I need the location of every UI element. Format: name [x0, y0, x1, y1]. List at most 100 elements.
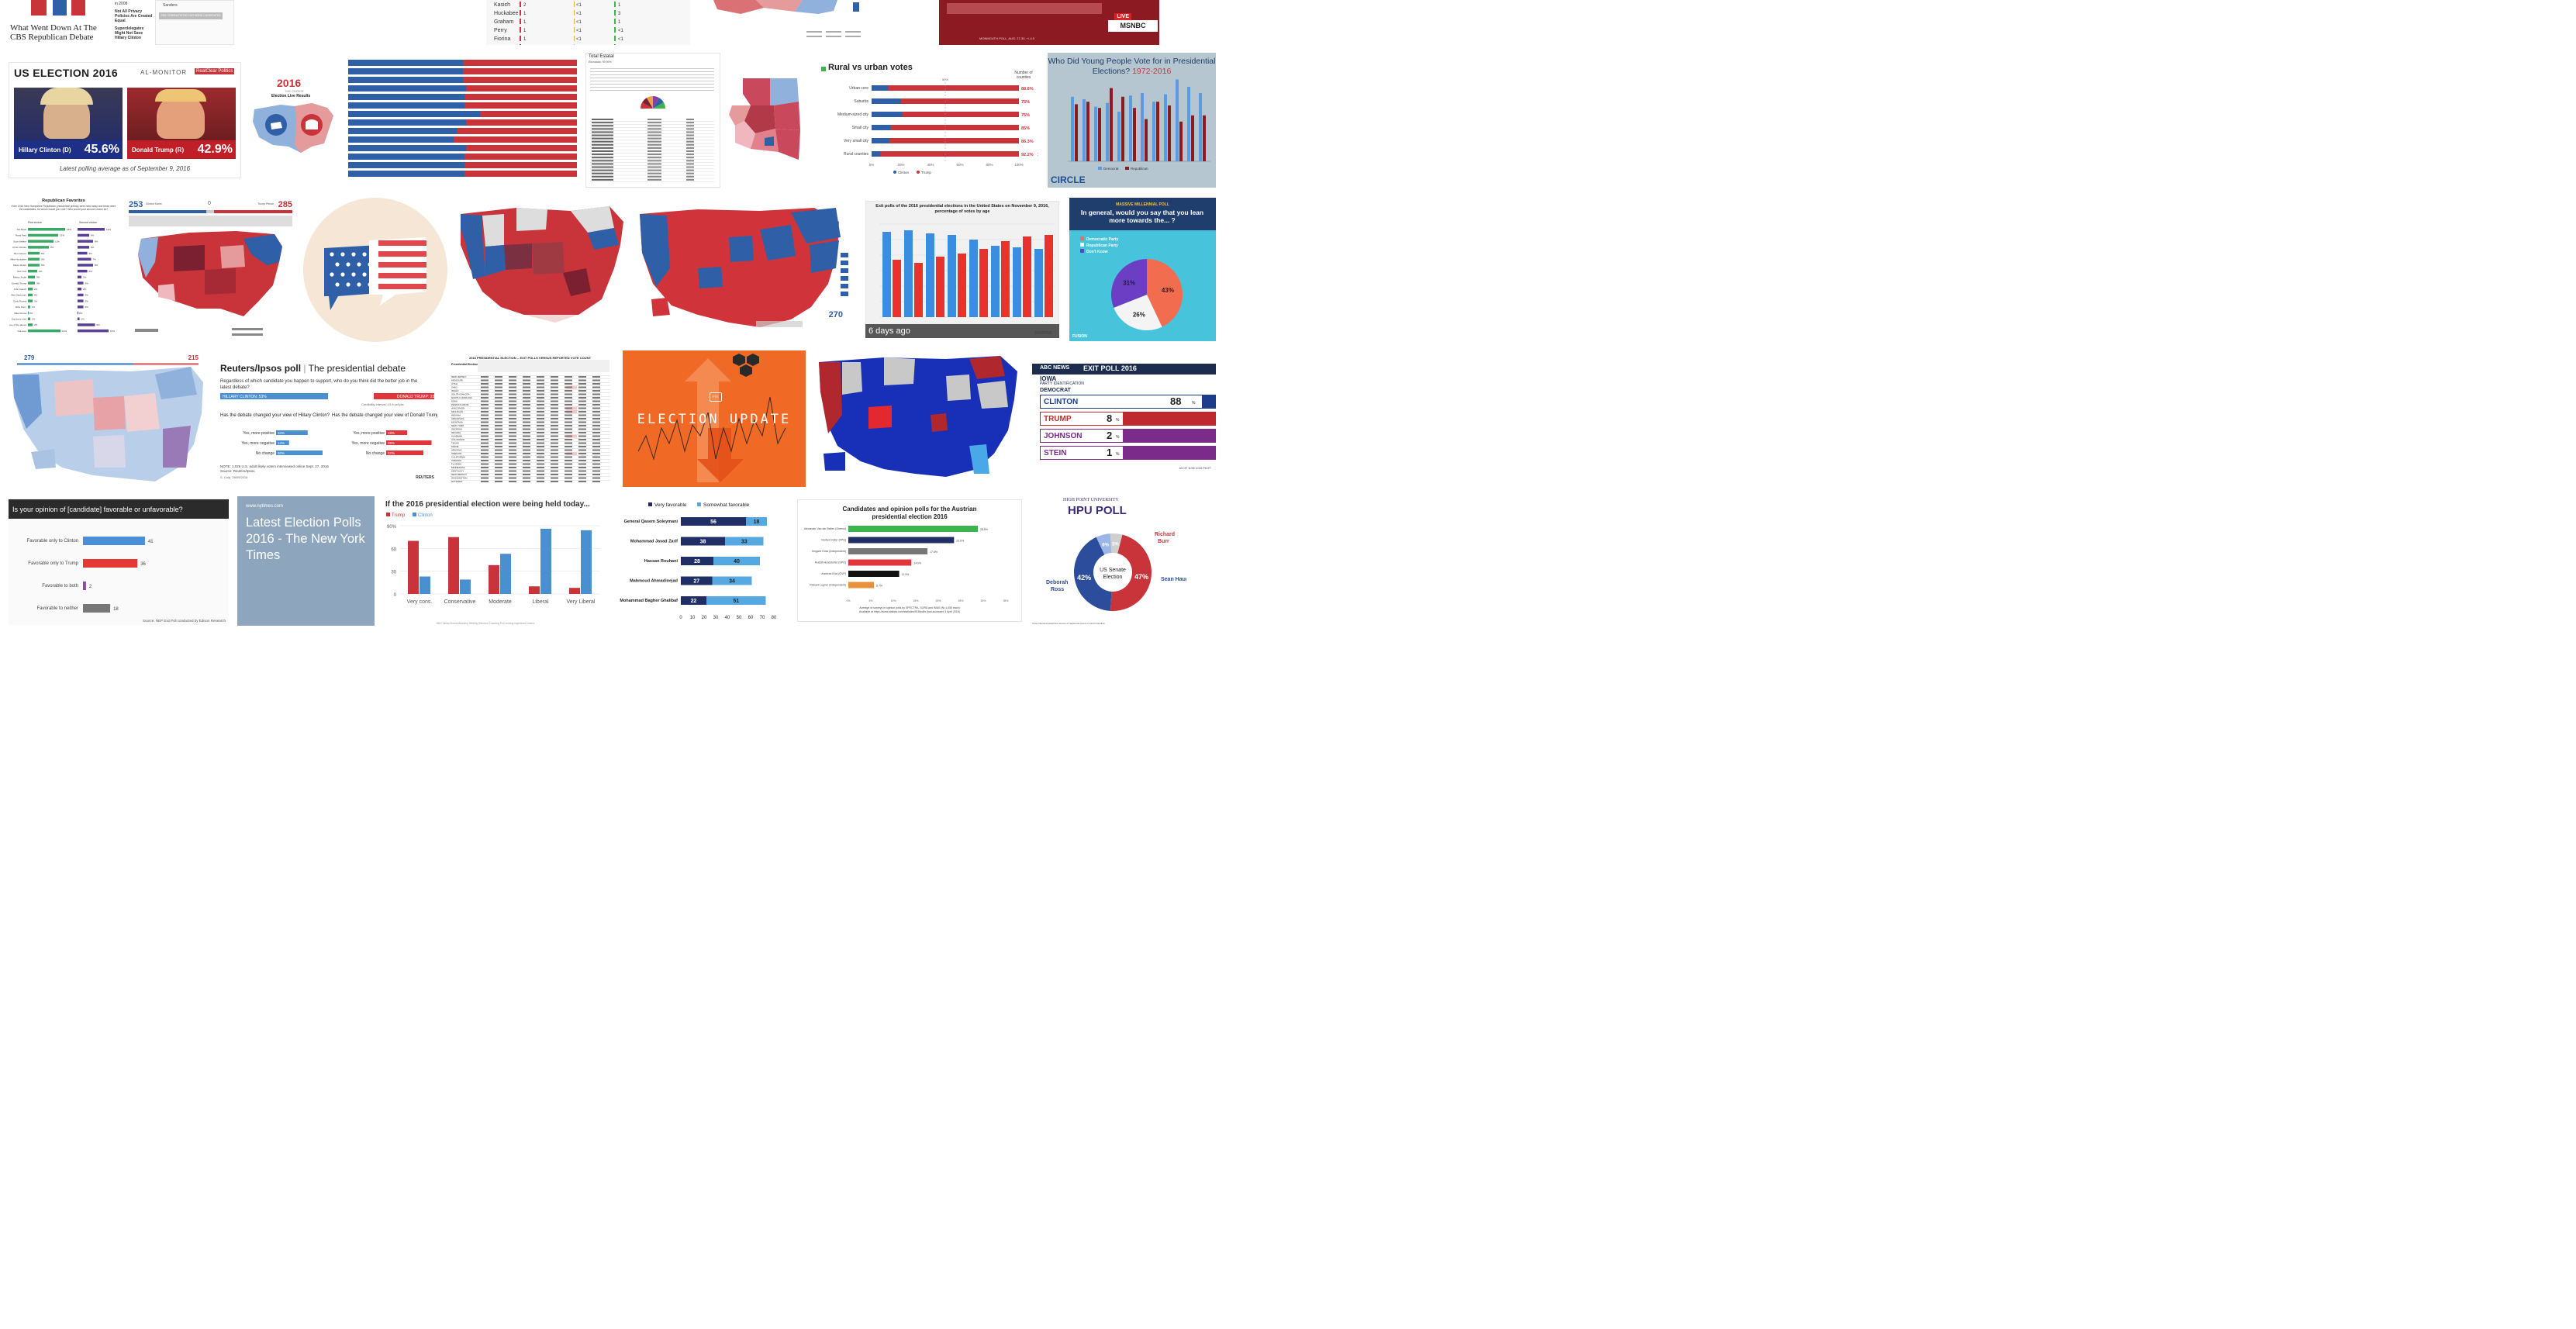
- cell-value: [509, 474, 516, 475]
- hemicycle-seat: [653, 96, 659, 109]
- cell-value: [509, 421, 516, 423]
- abc-row-name-box: CLINTON: [1040, 395, 1203, 409]
- hpu-title: HPU POLL: [1068, 504, 1127, 517]
- cell-value: [537, 432, 544, 433]
- cell-value: [481, 442, 489, 444]
- result-tile-arizona-map[interactable]: [727, 74, 803, 164]
- bar-rep: [463, 77, 577, 83]
- table-row: [590, 130, 714, 131]
- second-value: 16%: [110, 330, 115, 333]
- result-tile-favorable-opinion[interactable]: Is your opinion of [candidate] favorable…: [9, 499, 229, 625]
- cell-value: [592, 393, 600, 395]
- bar-rep: [464, 154, 577, 160]
- result-tile-election-live[interactable]: 2016 THE CHOICE Election Live Results: [250, 74, 339, 159]
- candidate-name: Donald Trump: [12, 281, 26, 285]
- result-tile-hpu-poll[interactable]: HIGH POINT UNIVERSITY HPU POLL 47% 42% 6% 5…: [1031, 497, 1186, 627]
- result-tile-map-fragment[interactable]: [710, 0, 868, 45]
- bar-value: 14.0%: [913, 562, 921, 565]
- cell-value: [592, 383, 600, 385]
- somewhat-bar: [746, 517, 767, 526]
- result-tile-iran-favorability[interactable]: Very favorable Somewhat favorable General …: [613, 499, 776, 624]
- first-value: 16%: [67, 228, 71, 231]
- row-label: Small city: [852, 126, 869, 130]
- result-tile-ideology-chart[interactable]: If the 2016 presidential election were b…: [385, 496, 601, 627]
- first-value: 1%: [32, 305, 36, 309]
- dem-bar: [1141, 93, 1144, 161]
- result-tile-rural-urban[interactable]: Rural vs urban votes Number of counties …: [817, 60, 1038, 181]
- result-tile-text-list[interactable]: in 2008 Not All Privacy Policies Are Cre…: [113, 0, 155, 45]
- cell-value: [578, 393, 586, 395]
- result-tile-reuters-ipsos[interactable]: Reuters/Ipsos poll | The presidential de…: [219, 357, 437, 482]
- cell-value: [592, 397, 600, 399]
- trump-hair: [155, 89, 206, 102]
- result-tile-electoral-map-253[interactable]: 253 Clinton Kaine 0 Trump Pence 285: [127, 200, 294, 340]
- result-tile-electoral-map-270[interactable]: 270: [636, 206, 857, 330]
- result-tile-exit-poll-table[interactable]: 2016 PRESIDENTIAL ELECTION -- EXIT POLLS…: [450, 356, 610, 484]
- vote-count: [647, 160, 661, 162]
- cell-value: [495, 383, 502, 385]
- dem-bar: [1176, 79, 1179, 161]
- primary-table-chart: Kasich 2 <1 1 Huckabee 1 <1 3 Graham 1 <1 1 Perry 1 <1…: [494, 2, 624, 45]
- trump-bar: [1023, 236, 1031, 317]
- table-row: [590, 90, 714, 91]
- abc-row: TRUMP 8%: [1040, 412, 1216, 426]
- state-name: MAINE: [451, 445, 459, 448]
- result-tile-sanders-table[interactable]: Sanders SEE CONSULTATIVE FOR MORE CANDID…: [155, 0, 234, 45]
- cell-value: [551, 425, 558, 426]
- first-bar: [28, 288, 33, 291]
- result-tile-total-estatal[interactable]: Total Estatal Escrutado: 99,99%: [585, 53, 720, 188]
- young-voters-title: Who Did Young People Vote for in Preside…: [1048, 57, 1216, 77]
- cell-value: [509, 393, 516, 395]
- cell-value: [565, 407, 572, 409]
- result-tile-nytimes[interactable]: www.nytimes.com Latest Election Polls 20…: [237, 496, 375, 626]
- result-tile-abc-exit-poll[interactable]: ABC NEWS EXIT POLL 2016 IOWA PARTY IDENT…: [1032, 364, 1216, 472]
- legend-swatch: [413, 513, 416, 516]
- table-row: [590, 87, 714, 88]
- result-tile-exit-polls-age[interactable]: Exit polls of the 2016 presidential elec…: [865, 201, 1059, 338]
- result-tile-cbs-debate[interactable]: What Went Down At The CBS Republican Deb…: [8, 0, 101, 45]
- seat-count: [686, 150, 694, 152]
- candidate-name: Mike Pence: [14, 312, 26, 315]
- tick-label: 70: [760, 616, 765, 620]
- result-tile-election-update[interactable]: FTE ELECTION UPDATE: [623, 350, 806, 487]
- trump-bar: [936, 257, 944, 317]
- cell-value: [495, 442, 502, 444]
- cell-value: [578, 463, 586, 465]
- first-value: 2%: [34, 288, 38, 291]
- cell-value: [495, 379, 502, 381]
- brand-sub: THE CHOICE: [285, 89, 304, 93]
- cell-value: [537, 449, 544, 451]
- result-tile-us-map-shaded[interactable]: [454, 198, 628, 340]
- trump-row-bar: [386, 440, 432, 445]
- result-tile-flag-speech-icon[interactable]: [302, 197, 448, 343]
- result-tile-austrian-election[interactable]: Candidates and opinion polls for the Aus…: [797, 499, 1022, 622]
- austria-title: Candidates and opinion polls for the Aus…: [842, 506, 977, 520]
- clinton-bar: [872, 85, 888, 91]
- cell-value: [592, 467, 600, 468]
- very-bar: [681, 557, 713, 565]
- result-tile-millennial-poll[interactable]: MASSIVE MILLENNIAL POLL In general, woul…: [1069, 198, 1216, 341]
- second-value: 2%: [83, 276, 87, 279]
- result-tile-primary-table[interactable]: Kasich 2 <1 1 Huckabee 1 <1 3 Graham 1 <1 1 Perry 1 <1…: [486, 0, 690, 45]
- candidate-name: Rand Paul: [16, 234, 26, 237]
- candidate-name: Not sure: [18, 330, 27, 333]
- tile-headline: What Went Down At The CBS Republican Deb…: [10, 23, 97, 42]
- favorable-bar: [83, 559, 138, 568]
- vote-count: [647, 125, 661, 127]
- result-tile-map-279[interactable]: 279 215: [8, 351, 206, 487]
- party-name: [592, 163, 613, 165]
- result-tile-young-voters[interactable]: Who Did Young People Vote for in Preside…: [1048, 53, 1216, 188]
- result-tile-msnbc-poll[interactable]: LIVE MSNBC MONMOUTH POLL, AUG. 27-30, +/…: [939, 0, 1159, 45]
- exit-table: Presidential Election Clinton v. Trump NE…: [450, 360, 610, 483]
- result-tile-county-map-blue[interactable]: [814, 353, 1024, 485]
- result-tile-republican-favorites[interactable]: Republican Favorites If the 2016 New Ham…: [9, 197, 118, 340]
- cell-value: [481, 390, 489, 392]
- tick-label: 0%: [846, 599, 850, 602]
- star: [335, 282, 340, 287]
- result-tile-bar-stripes[interactable]: [348, 60, 577, 178]
- result-tile-us-election-2016[interactable]: US ELECTION 2016 AL-MONITOR RealClear Po…: [9, 62, 241, 178]
- cell-value: [509, 449, 516, 451]
- abc-pct-sign: %: [1192, 401, 1196, 406]
- clinton-bar: [500, 554, 511, 594]
- favorites-title: Republican Favorites: [42, 198, 85, 203]
